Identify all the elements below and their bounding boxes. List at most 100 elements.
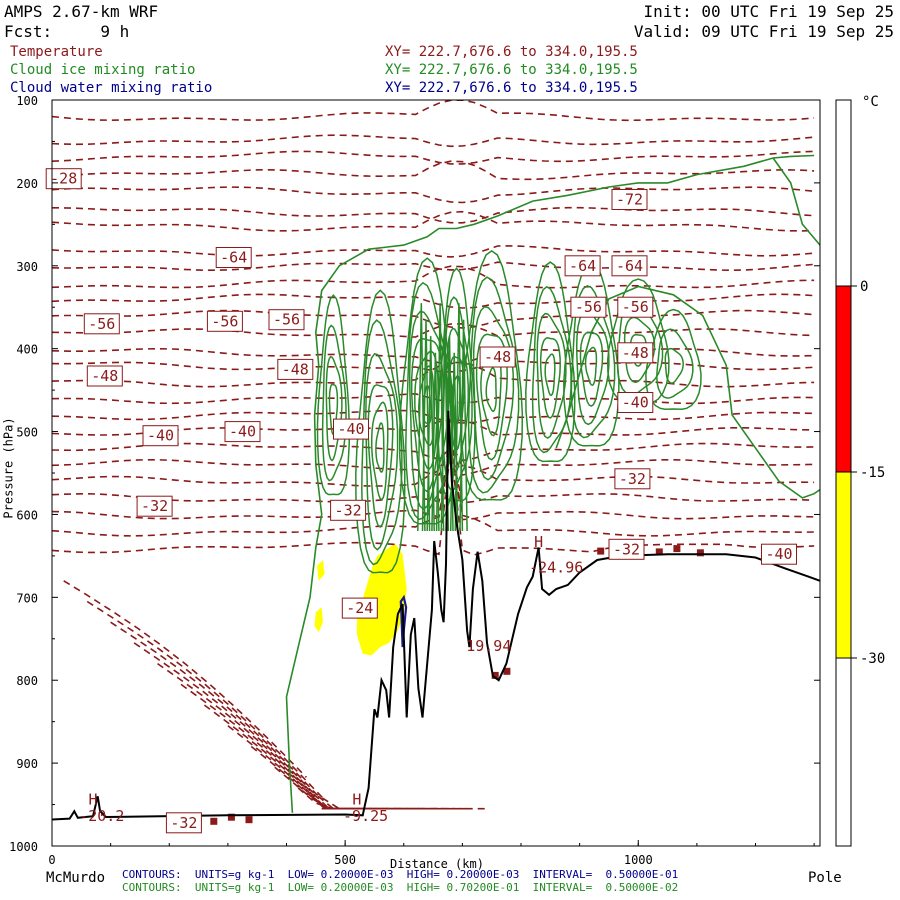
ice-contour bbox=[355, 289, 406, 574]
colorbar-unit: °C bbox=[862, 94, 879, 110]
ice-contour bbox=[467, 276, 520, 494]
temperature-label-text: -40 bbox=[229, 423, 256, 441]
extremum-high-marker: H bbox=[352, 791, 361, 809]
temperature-label: -56 bbox=[83, 313, 120, 335]
contour-labels: -28 -72 -64 -64 -64 -56 -56 -56 -56 -56 -48 -48 -48 -… bbox=[45, 168, 797, 834]
temperature-label: -56 bbox=[570, 296, 607, 318]
y-tick-label: 100 bbox=[16, 94, 38, 108]
temperature-label: -64 bbox=[564, 255, 601, 277]
extremum-high-marker: H bbox=[534, 533, 543, 551]
temperature-label-box bbox=[570, 296, 607, 318]
temperature-label-text: -48 bbox=[622, 344, 649, 362]
shade-yellow-main bbox=[356, 543, 407, 656]
ice-contour bbox=[485, 367, 497, 412]
y-tick-label: 600 bbox=[16, 508, 38, 522]
extremum-value-label: 19.94 bbox=[466, 637, 511, 655]
isotherm bbox=[52, 186, 815, 204]
temperature-label-box bbox=[611, 255, 648, 277]
legend-cloud-water: Cloud water mixing ratio bbox=[10, 80, 213, 96]
temperature-label: -40 bbox=[224, 421, 261, 443]
temperature-label: -32 bbox=[330, 499, 367, 521]
ice-contour bbox=[645, 308, 702, 410]
isotherm bbox=[52, 261, 815, 272]
temperature-label-text: -24 bbox=[346, 599, 373, 617]
temperature-label-text: -40 bbox=[765, 545, 792, 563]
ice-contour bbox=[361, 319, 403, 566]
temperature-fragment bbox=[655, 548, 663, 556]
ice-outer-contour bbox=[285, 154, 815, 813]
temperature-label-box bbox=[617, 296, 654, 318]
temperature-label-box bbox=[215, 247, 252, 268]
isotherm-lower bbox=[63, 580, 307, 778]
temperature-label-text: -48 bbox=[91, 367, 118, 385]
temperature-label: -48 bbox=[277, 358, 314, 380]
ice-contour bbox=[365, 352, 399, 551]
temperature-label-box bbox=[224, 421, 261, 443]
temperature-label-box bbox=[206, 310, 243, 332]
isotherm bbox=[52, 309, 815, 329]
footer-ice-contours: CONTOURS: UNITS=g kg-1 LOW= 0.20000E-03 … bbox=[122, 881, 679, 894]
colorbar-yellow-band bbox=[835, 471, 852, 659]
isotherm bbox=[52, 442, 815, 462]
temperature-label: -32 bbox=[608, 538, 645, 560]
temperature-label-box bbox=[165, 812, 202, 834]
temperature-label-box bbox=[479, 346, 516, 368]
temperature-label-box bbox=[330, 499, 367, 521]
temperature-label-box bbox=[564, 255, 601, 277]
ice-contour bbox=[367, 384, 394, 529]
temperature-fragment bbox=[597, 547, 605, 555]
temperature-label: -24 bbox=[341, 597, 378, 619]
temperature-fragment bbox=[210, 817, 218, 825]
temperature-fragment bbox=[227, 813, 235, 821]
isotherm-lower bbox=[227, 725, 422, 810]
x-tick-label: 500 bbox=[334, 853, 356, 867]
colorbar-red-band bbox=[835, 285, 852, 473]
temperature-label: -40 bbox=[333, 418, 369, 440]
shade-yellow-small bbox=[314, 607, 323, 633]
temperature-label-text: -48 bbox=[282, 360, 309, 378]
temperature-label: -32 bbox=[165, 812, 202, 834]
temperature-label-box bbox=[761, 543, 797, 565]
ice-contour bbox=[536, 312, 567, 440]
cloud-ice-contours bbox=[285, 154, 820, 813]
y-tick-label: 900 bbox=[16, 757, 38, 771]
temperature-label: -28 bbox=[45, 168, 82, 190]
temperature-label-text: -32 bbox=[141, 497, 168, 515]
temperature-label: -56 bbox=[617, 296, 654, 318]
ice-contour bbox=[475, 333, 508, 461]
legend-cloud-ice-xy: XY= 222.7,676.6 to 334.0,195.5 bbox=[385, 62, 638, 78]
temperature-label: -48 bbox=[86, 365, 123, 387]
y-tick-label: 800 bbox=[16, 674, 38, 688]
plot-frame bbox=[51, 99, 821, 847]
temperature-label-text: -40 bbox=[622, 394, 649, 412]
temperature-label: -64 bbox=[611, 255, 648, 277]
temperature-label: -32 bbox=[136, 495, 173, 517]
isotherm-lower bbox=[133, 642, 356, 810]
isotherm bbox=[52, 447, 815, 504]
temperature-label: -56 bbox=[268, 309, 305, 331]
temperature-label-text: -64 bbox=[616, 257, 643, 275]
ice-contour bbox=[398, 257, 456, 525]
isotherm bbox=[52, 361, 815, 388]
colorbar-level-label: 0 bbox=[860, 279, 868, 295]
y-tick-label: 200 bbox=[16, 177, 38, 191]
temperature-label-box bbox=[83, 313, 120, 335]
init-time: Init: 00 UTC Fri 19 Sep 25 bbox=[643, 2, 894, 21]
ice-contour bbox=[375, 422, 385, 473]
y-axis-title: Pressure (hPa) bbox=[1, 417, 16, 519]
ice-contour bbox=[656, 328, 694, 399]
temperature-fragment bbox=[491, 671, 499, 679]
temperature-fragment bbox=[696, 549, 704, 557]
extremum-value-label: -20.2 bbox=[79, 807, 124, 825]
temperature-label: -40 bbox=[761, 543, 797, 565]
temperature-label-text: -28 bbox=[50, 170, 77, 188]
ice-contour bbox=[316, 294, 351, 496]
ice-contour bbox=[563, 262, 620, 447]
shading-layer bbox=[314, 543, 407, 656]
temperature-label-box bbox=[45, 168, 82, 190]
temperature-label-text: -32 bbox=[335, 501, 362, 519]
y-tick-label: 1000 bbox=[9, 840, 38, 854]
isotherm bbox=[52, 392, 815, 405]
temperature-label: -32 bbox=[614, 468, 651, 490]
ice-contour bbox=[525, 261, 576, 463]
